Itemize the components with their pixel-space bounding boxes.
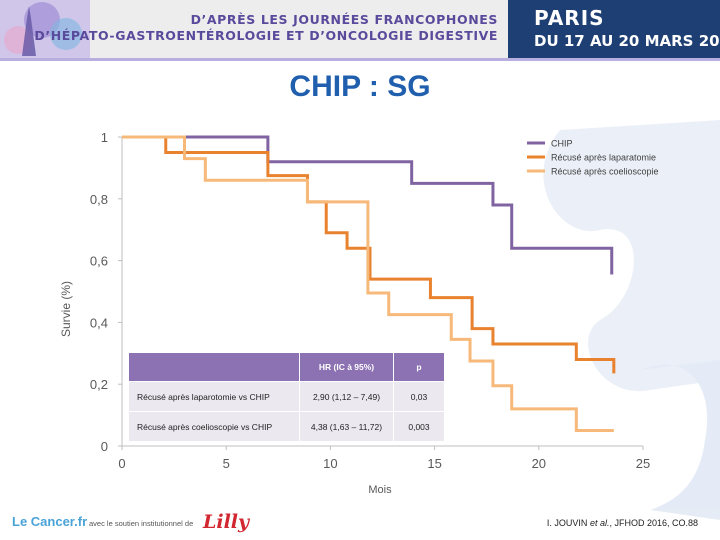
y-axis-label: Survie (%) xyxy=(59,281,73,337)
x-tick-label: 0 xyxy=(118,456,125,471)
x-tick-label: 5 xyxy=(223,456,230,471)
series-line-2 xyxy=(122,135,616,374)
event-date-panel: PARIS DU 17 AU 20 MARS 2016 xyxy=(508,0,720,58)
legend-label: CHIP xyxy=(551,139,573,149)
reference-et-al: et al. xyxy=(589,518,610,528)
table-header-comparison xyxy=(128,352,300,382)
y-tick-label: 1 xyxy=(101,130,108,145)
legend-label: Récusé après coelioscopie xyxy=(551,167,659,177)
row-hr: 4,38 (1,63 – 11,72) xyxy=(299,411,394,442)
lilly-logo: Lilly xyxy=(203,511,250,533)
row-p: 0,003 xyxy=(393,411,445,442)
x-tick-label: 10 xyxy=(323,456,337,471)
row-hr: 2,90 (1,12 – 7,49) xyxy=(299,381,394,412)
y-tick-label: 0,4 xyxy=(90,315,108,330)
event-city: PARIS xyxy=(534,6,605,30)
conference-banner: D’APRÈS LES JOURNÉES FRANCOPHONES D’HÉPA… xyxy=(0,0,720,61)
y-tick-label: 0,6 xyxy=(90,254,108,269)
table-row: Récusé après coelioscopie vs CHIP 4,38 (… xyxy=(128,411,445,442)
table-header-hr: HR (IC à 95%) xyxy=(299,352,394,382)
row-comparison: Récusé après laparotomie vs CHIP xyxy=(128,381,300,412)
table-header-row: HR (IC à 95%) p xyxy=(128,352,445,382)
row-comparison: Récusé après coelioscopie vs CHIP xyxy=(128,411,300,442)
background-decoration xyxy=(543,120,720,520)
table-row: Récusé après laparotomie vs CHIP 2,90 (1… xyxy=(128,381,445,412)
reference-source: , JFHOD 2016, CO.88 xyxy=(609,518,698,528)
table-header-p: p xyxy=(393,352,445,382)
series-line-3 xyxy=(122,135,614,433)
x-tick-label: 20 xyxy=(532,456,546,471)
reference-author: I. JOUVIN xyxy=(546,518,590,528)
y-tick-label: 0 xyxy=(101,439,108,454)
x-tick-label: 25 xyxy=(636,456,650,471)
hazard-ratio-table: HR (IC à 95%) p Récusé après laparotomie… xyxy=(128,352,445,442)
slide-title: CHIP : SG xyxy=(289,70,431,103)
row-p: 0,03 xyxy=(393,381,445,412)
reference-citation: I. JOUVIN et al., JFHOD 2016, CO.88 xyxy=(547,518,698,528)
y-tick-label: 0,8 xyxy=(90,192,108,207)
support-text: avec le soutien institutionnel de xyxy=(89,519,194,528)
x-axis-label: Mois xyxy=(368,484,392,496)
x-tick-label: 15 xyxy=(427,456,441,471)
y-tick-label: 0,2 xyxy=(90,377,108,392)
banner-line-2: D’HÉPATO-GASTROENTÉROLOGIE ET D’ONCOLOGI… xyxy=(34,28,498,43)
lecancer-logo: Le Cancer.fr xyxy=(12,514,88,529)
banner-line-1: D’APRÈS LES JOURNÉES FRANCOPHONES xyxy=(190,12,498,27)
event-dates: DU 17 AU 20 MARS 2016 xyxy=(534,32,720,50)
eiffel-tower-decoration xyxy=(0,0,90,58)
legend-label: Récusé après laparatomie xyxy=(551,153,656,163)
